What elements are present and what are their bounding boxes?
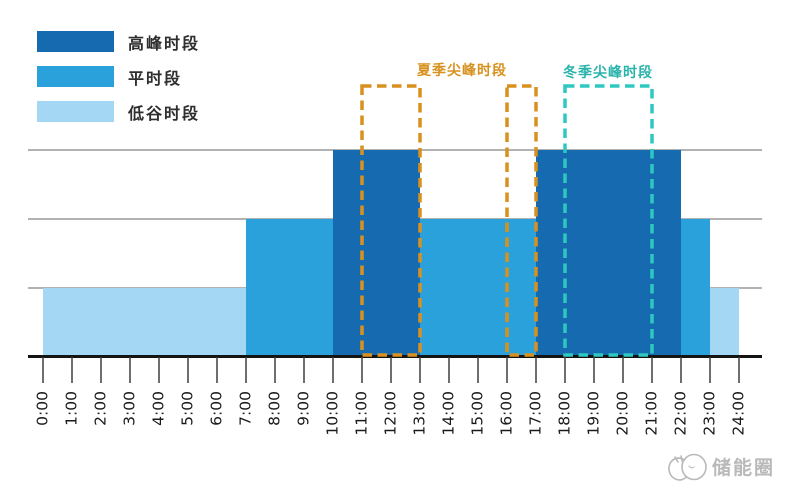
- legend-item-valley: 低谷时段: [37, 101, 201, 123]
- x-tick-label-6:00: 6:00: [208, 391, 226, 426]
- bar-peak-10-13: [333, 150, 420, 357]
- watermark-logo-icon: [668, 453, 707, 481]
- x-tick-label-8:00: 8:00: [266, 391, 284, 426]
- summer-sharp-peak-box-11-13: [360, 84, 422, 357]
- legend-label-peak: 高峰时段: [128, 33, 201, 53]
- winter-sharp-peak-box-18-21: [563, 84, 654, 357]
- winter-sharp-peak-label: 冬季尖峰时段: [563, 65, 653, 81]
- x-tick-label-19:00: 19:00: [585, 391, 603, 436]
- x-tick-label-24:00: 24:00: [730, 391, 748, 436]
- legend-swatch-peak: [37, 31, 114, 52]
- legend-swatch-valley: [37, 101, 114, 122]
- legend-item-flat: 平时段: [37, 66, 200, 88]
- x-tick-label-7:00: 7:00: [237, 391, 255, 426]
- x-tick-label-10:00: 10:00: [324, 391, 342, 436]
- x-tick-label-18:00: 18:00: [556, 391, 574, 436]
- x-tick-label-13:00: 13:00: [411, 391, 429, 436]
- x-tick-label-22:00: 22:00: [672, 391, 690, 436]
- bar-flat-22-23: [681, 219, 710, 357]
- x-tick-label-9:00: 9:00: [295, 391, 313, 426]
- bar-valley-0-7: [43, 288, 246, 357]
- x-tick-label-0:00: 0:00: [34, 391, 52, 426]
- summer-sharp-peak-label: 夏季尖峰时段: [417, 63, 507, 79]
- x-tick-label-16:00: 16:00: [498, 391, 516, 436]
- bar-flat-13-17: [420, 219, 536, 357]
- watermark: 储能圈: [666, 449, 775, 483]
- x-tick-label-17:00: 17:00: [527, 391, 545, 436]
- x-tick-label-5:00: 5:00: [179, 391, 197, 426]
- x-tick-label-21:00: 21:00: [643, 391, 661, 436]
- legend-label-flat: 平时段: [128, 68, 183, 88]
- legend-swatch-flat: [37, 66, 114, 87]
- x-tick-label-3:00: 3:00: [121, 391, 139, 426]
- bar-valley-23-24: [710, 288, 739, 357]
- legend-label-valley: 低谷时段: [128, 103, 201, 123]
- watermark-text: 储能圈: [712, 456, 776, 479]
- x-tick-label-23:00: 23:00: [701, 391, 719, 436]
- x-tick-label-2:00: 2:00: [92, 391, 110, 426]
- legend-item-peak: 高峰时段: [37, 31, 201, 53]
- x-tick-label-4:00: 4:00: [150, 391, 168, 426]
- x-tick-label-11:00: 11:00: [353, 391, 371, 436]
- x-tick-label-15:00: 15:00: [469, 391, 487, 436]
- legend: 高峰时段 平时段 低谷时段: [37, 31, 200, 136]
- x-tick-label-20:00: 20:00: [614, 391, 632, 436]
- bar-flat-7-10: [246, 219, 333, 357]
- x-tick-label-1:00: 1:00: [63, 391, 81, 426]
- bar-peak-17-22: [536, 150, 681, 357]
- x-tick-label-14:00: 14:00: [440, 391, 458, 436]
- x-tick-label-12:00: 12:00: [382, 391, 400, 436]
